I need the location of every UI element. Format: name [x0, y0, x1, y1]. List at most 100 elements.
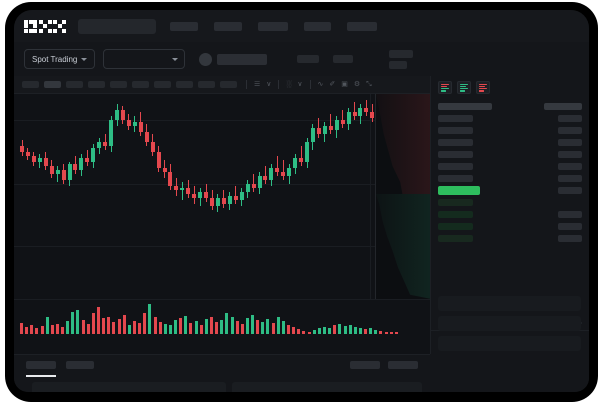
- volume-bar: [117, 319, 121, 334]
- bottom-card-left: [32, 382, 226, 392]
- order-book-ask-row[interactable]: [438, 160, 582, 172]
- volume-bar: [71, 311, 75, 334]
- volume-bar: [30, 324, 34, 334]
- volume-bar: [389, 332, 393, 334]
- order-book-rows: [431, 98, 589, 244]
- order-book-ask-row[interactable]: [438, 136, 582, 148]
- order-price-field[interactable]: [438, 296, 581, 311]
- tab-open-orders[interactable]: [26, 361, 56, 369]
- timeframe-button-4[interactable]: [88, 81, 105, 88]
- volume-bar: [394, 332, 398, 334]
- nav-item-4[interactable]: [304, 21, 331, 31]
- chart-type-chevron-icon[interactable]: ∨: [297, 81, 303, 88]
- spot-trading-select[interactable]: Spot Trading: [24, 49, 96, 69]
- volume-bar: [55, 323, 59, 334]
- order-book-bid-row[interactable]: [438, 232, 582, 244]
- camera-icon[interactable]: ▣: [341, 81, 348, 88]
- search-input[interactable]: [78, 18, 156, 34]
- volume-bar: [287, 324, 291, 334]
- volume-bar: [322, 326, 326, 334]
- chevron-down-icon: [172, 57, 179, 61]
- volume-bar: [179, 318, 183, 334]
- drawing-tool-icon[interactable]: ✐: [329, 81, 336, 88]
- timeframe-button-6[interactable]: [132, 81, 149, 88]
- stat-change: [297, 55, 320, 63]
- timeframe-button-3[interactable]: [66, 81, 83, 88]
- orderbook-view-asks-icon[interactable]: [476, 81, 490, 94]
- nav-item-5[interactable]: [347, 21, 377, 31]
- nav-item-3[interactable]: [258, 21, 288, 31]
- tab-order-history[interactable]: [66, 361, 94, 369]
- order-book-ask-row[interactable]: [438, 148, 582, 160]
- timeframe-button-2[interactable]: [44, 81, 61, 88]
- volume-bar: [292, 326, 296, 334]
- fullscreen-icon[interactable]: ⤡: [366, 81, 372, 88]
- nav-item-1[interactable]: [170, 21, 198, 31]
- order-book-bid-row[interactable]: [438, 208, 582, 220]
- nav-item-2[interactable]: [214, 21, 242, 31]
- volume-bar: [194, 321, 198, 334]
- line-tool-icon[interactable]: ∿: [317, 81, 324, 88]
- volume-bar: [358, 328, 362, 334]
- volume-bar: [302, 330, 306, 334]
- volume-bar: [256, 319, 260, 334]
- timeframe-button-8[interactable]: [176, 81, 193, 88]
- volume-bar: [276, 317, 280, 334]
- trading-pair-select[interactable]: [103, 49, 186, 69]
- orderbook-col-amount: [544, 102, 582, 110]
- volume-bar: [230, 316, 234, 334]
- price-chart[interactable]: [14, 94, 430, 354]
- orderbook-view-bids-icon[interactable]: [457, 81, 471, 94]
- indicators-icon[interactable]: ☰: [254, 81, 261, 88]
- chevron-down-icon: [81, 57, 88, 61]
- volume-bar: [369, 327, 373, 334]
- chart-type-icon[interactable]: ░: [286, 81, 292, 88]
- volume-bar: [40, 326, 44, 334]
- volume-bar: [333, 325, 337, 334]
- top-navigation-bar: [14, 10, 589, 42]
- orderbook-view-both-icon[interactable]: [438, 81, 452, 94]
- order-book-bid-row[interactable]: [438, 220, 582, 232]
- timeframe-button-7[interactable]: [154, 81, 171, 88]
- order-book-ask-row[interactable]: [438, 172, 582, 184]
- timeframe-button-5[interactable]: [110, 81, 127, 88]
- settings-gear-icon[interactable]: ⚙: [353, 81, 361, 88]
- volume-bar: [225, 313, 229, 334]
- orders-tabs: [14, 355, 430, 377]
- timeframe-button-10[interactable]: [220, 81, 237, 88]
- bottom-action-1[interactable]: [350, 361, 380, 369]
- order-book-bid-row[interactable]: [438, 196, 582, 208]
- volume-bar: [112, 322, 116, 334]
- timeframe-button-1[interactable]: [22, 81, 39, 88]
- orders-bottom-panel: [14, 354, 430, 392]
- volume-histogram: [20, 302, 400, 334]
- volume-bar: [76, 310, 80, 334]
- market-sub-header: Spot Trading: [14, 42, 589, 76]
- order-amount-field[interactable]: [438, 316, 581, 331]
- pair-avatar: [199, 52, 213, 66]
- volume-bar: [81, 319, 85, 334]
- order-total-field[interactable]: [438, 336, 581, 351]
- order-book-ask-row[interactable]: [438, 112, 582, 124]
- okx-logo[interactable]: [24, 19, 66, 33]
- volume-bar: [127, 324, 131, 334]
- volume-bar: [148, 304, 152, 334]
- toolbar-divider: [246, 80, 247, 89]
- okx-trading-app-window: Spot Trading: [14, 10, 589, 392]
- volume-bar: [174, 319, 178, 334]
- chart-gridline: [14, 184, 430, 185]
- toolbar-divider: [309, 80, 311, 89]
- okx-logo-o: [24, 19, 37, 33]
- order-book-ask-row[interactable]: [438, 124, 582, 136]
- timeframe-button-9[interactable]: [198, 81, 215, 88]
- bottom-action-2[interactable]: [388, 361, 418, 369]
- volume-bar: [86, 323, 90, 334]
- order-form-fields: [430, 292, 589, 354]
- volume-bar: [297, 329, 301, 334]
- stat-high-low-group: [389, 49, 414, 69]
- orderbook-col-price: [438, 102, 492, 110]
- volume-bar: [61, 326, 65, 334]
- volume-bar: [97, 307, 101, 334]
- indicators-chevron-icon[interactable]: ∨: [266, 81, 272, 88]
